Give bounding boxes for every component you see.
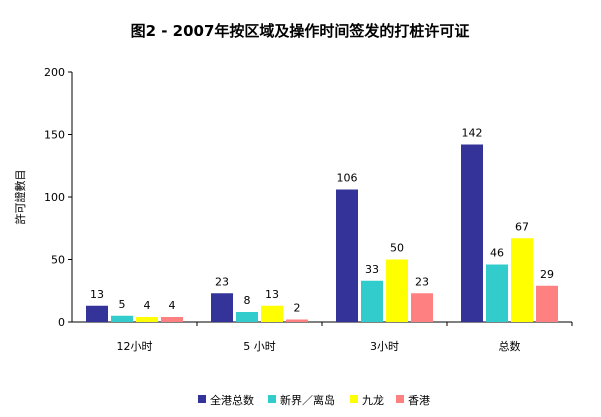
y-tick-label: 100 [44,191,65,204]
bar [361,280,383,322]
y-axis-label: 許可證數目 [13,170,27,225]
data-label: 5 [119,298,126,311]
data-label: 13 [90,288,104,301]
chart-title: 图2 - 2007年按区域及操作时间签发的打桩许可证 [131,22,470,40]
legend-swatch [350,395,358,403]
data-label: 8 [244,294,251,307]
legend-label: 香港 [408,394,430,407]
bar [286,319,308,322]
legend-label: 全港总数 [210,393,254,407]
legend-swatch [396,395,404,403]
data-label: 46 [490,247,504,260]
data-label: 4 [169,299,176,312]
data-label: 142 [462,127,483,140]
bar [211,293,233,322]
data-label: 23 [215,275,229,288]
bar [236,312,258,322]
bar [486,264,508,322]
y-tick-label: 200 [44,66,65,79]
y-tick-label: 0 [58,316,65,329]
x-tick-label: 5 小时 [243,340,276,353]
data-label: 29 [540,268,554,281]
bar [86,305,108,322]
bar [111,315,133,322]
bar [386,259,408,322]
y-tick-label: 150 [44,129,65,142]
legend-label: 九龙 [362,394,384,407]
bar [536,285,558,322]
legend-swatch [198,395,206,403]
x-tick-label: 3小时 [370,340,399,353]
bar [136,317,158,322]
legend-swatch [268,395,276,403]
bar [161,317,183,322]
data-label: 13 [265,288,279,301]
bar [411,293,433,322]
legend-label: 新界／离岛 [280,393,335,407]
y-tick-label: 50 [51,254,65,267]
data-label: 67 [515,220,529,233]
data-label: 33 [365,263,379,276]
bar [461,144,483,322]
data-label: 4 [144,299,151,312]
bar [511,238,533,322]
data-label: 23 [415,275,429,288]
bar [336,189,358,322]
data-label: 106 [337,172,358,185]
x-tick-label: 总数 [499,339,521,353]
bar [261,305,283,322]
data-label: 2 [294,302,301,315]
x-tick-label: 12小时 [117,340,153,353]
data-label: 50 [390,242,404,255]
